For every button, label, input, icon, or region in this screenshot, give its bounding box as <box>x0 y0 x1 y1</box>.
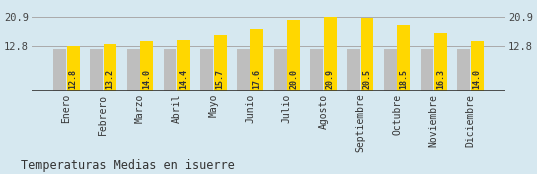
Bar <box>177 40 190 91</box>
Text: 17.6: 17.6 <box>252 69 262 89</box>
Bar <box>458 49 470 91</box>
Bar <box>397 25 410 91</box>
Text: 18.5: 18.5 <box>399 69 408 89</box>
Text: 20.5: 20.5 <box>362 69 372 89</box>
Bar <box>104 44 117 91</box>
Bar <box>127 49 140 91</box>
Bar <box>214 35 227 91</box>
Bar <box>164 49 177 91</box>
Bar <box>250 29 263 91</box>
Bar <box>54 49 66 91</box>
Text: 12.8: 12.8 <box>69 69 78 89</box>
Bar <box>140 41 153 91</box>
Text: 15.7: 15.7 <box>216 69 224 89</box>
Bar <box>360 18 373 91</box>
Text: 16.3: 16.3 <box>436 69 445 89</box>
Text: 14.0: 14.0 <box>473 69 482 89</box>
Bar <box>287 20 300 91</box>
Text: 20.0: 20.0 <box>289 69 298 89</box>
Text: 13.2: 13.2 <box>105 69 114 89</box>
Bar <box>67 46 79 91</box>
Bar <box>384 49 397 91</box>
Text: 14.4: 14.4 <box>179 69 188 89</box>
Bar <box>90 49 103 91</box>
Bar <box>420 49 433 91</box>
Text: Temperaturas Medias en isuerre: Temperaturas Medias en isuerre <box>21 159 235 172</box>
Bar <box>237 49 250 91</box>
Bar <box>347 49 360 91</box>
Text: 20.9: 20.9 <box>326 69 335 89</box>
Bar <box>434 33 447 91</box>
Bar <box>471 41 483 91</box>
Bar <box>200 49 213 91</box>
Text: 14.0: 14.0 <box>142 69 151 89</box>
Bar <box>324 17 337 91</box>
Bar <box>274 49 287 91</box>
Bar <box>310 49 323 91</box>
